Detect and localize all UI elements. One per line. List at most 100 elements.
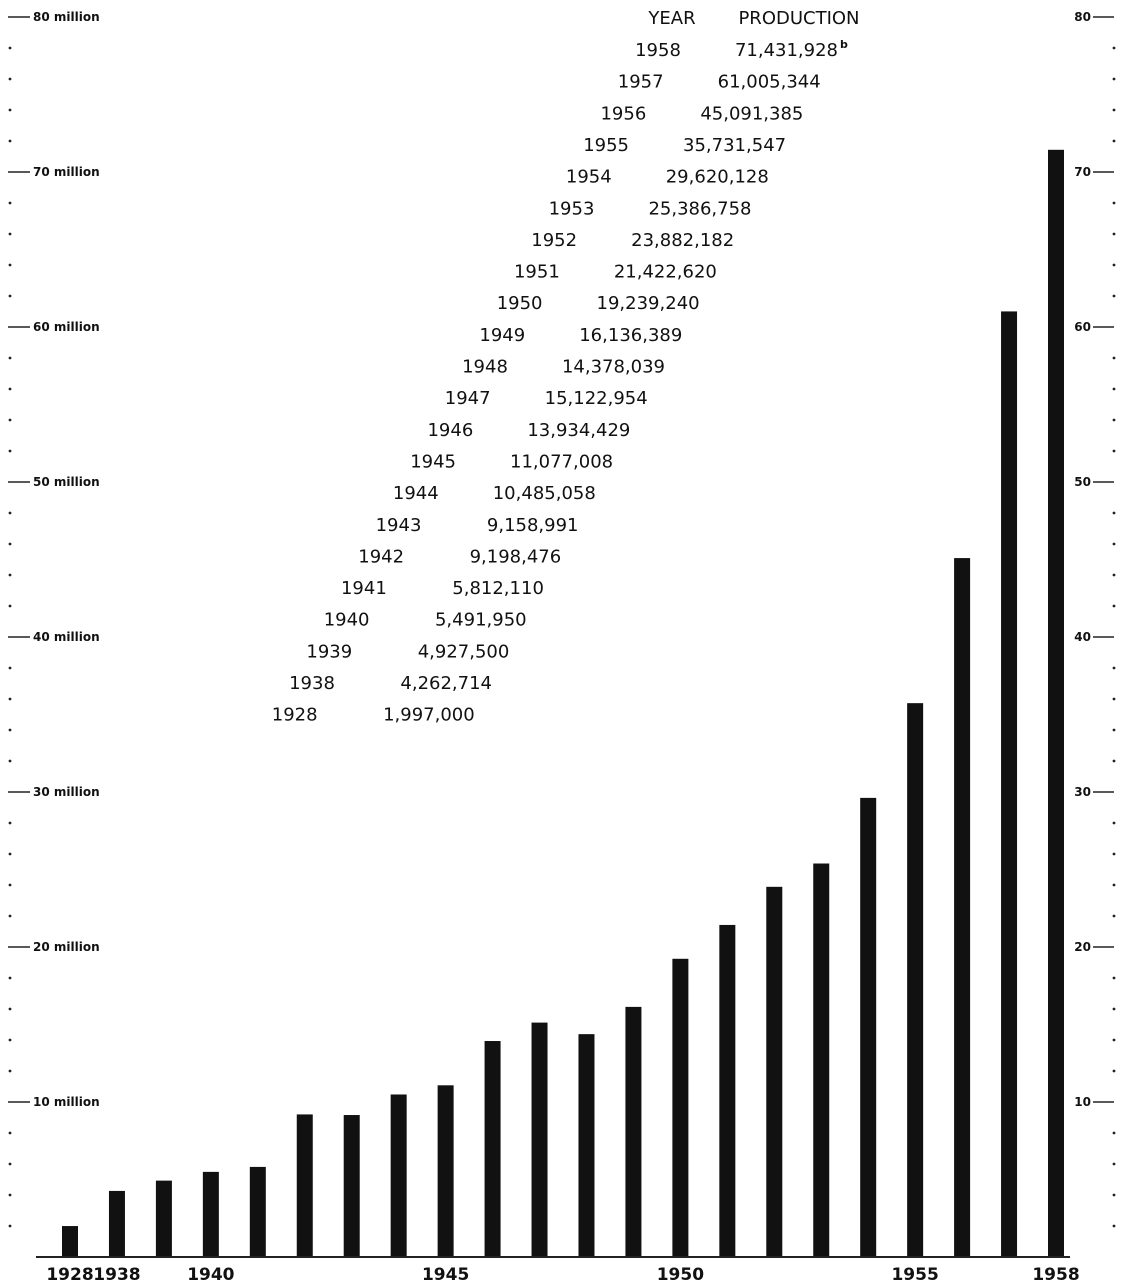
table-year-1948: 1948 <box>462 357 508 378</box>
left-axis-label-50: 50 million <box>33 475 100 489</box>
right-axis-dot <box>1112 573 1116 577</box>
left-axis-dot <box>8 387 12 391</box>
table-production-1948: 14,378,039 <box>562 357 665 378</box>
left-axis-dot <box>8 263 12 267</box>
left-axis-dot <box>8 356 12 360</box>
right-axis-dot <box>1112 914 1116 918</box>
x-axis-tick-labels: 1928 1938 1940 1945 1950 1955 1958 <box>46 1265 1079 1284</box>
table-production-1947: 15,122,954 <box>545 388 648 409</box>
bar-1938 <box>108 1190 125 1257</box>
right-axis-label-40: 40 <box>1074 630 1091 644</box>
table-production-1958: 71,431,928 <box>735 40 838 61</box>
left-axis-dot <box>8 139 12 143</box>
left-axis-dot <box>8 201 12 205</box>
table-year-1949: 1949 <box>479 325 525 346</box>
left-axis-dot <box>8 1131 12 1135</box>
right-axis-dot <box>1112 883 1116 887</box>
bar-1944 <box>390 1094 407 1257</box>
left-axis-dot <box>8 697 12 701</box>
table-year-1953: 1953 <box>549 198 595 219</box>
bar-1948 <box>578 1034 595 1257</box>
table-year-1951: 1951 <box>514 262 560 283</box>
x-tick-label-1938: 1938 <box>93 1265 140 1284</box>
table-year-1954: 1954 <box>566 167 612 188</box>
x-tick-label-1945: 1945 <box>422 1265 469 1284</box>
bars <box>62 149 1064 1257</box>
table-year-1952: 1952 <box>531 230 577 251</box>
table-year-1944: 1944 <box>393 483 439 504</box>
bar-1957 <box>1001 311 1018 1257</box>
left-axis-dot <box>8 852 12 856</box>
bar-1950 <box>672 958 689 1257</box>
right-axis-dot <box>1112 232 1116 236</box>
right-axis-dot <box>1112 201 1116 205</box>
bar-1940 <box>202 1171 219 1257</box>
left-axis-dot <box>8 232 12 236</box>
bar-1942 <box>296 1114 313 1257</box>
table-year-1946: 1946 <box>427 420 473 441</box>
table-footnote-marker: b <box>840 38 848 51</box>
right-axis-dot <box>1112 976 1116 980</box>
right-axis: 10 20 30 40 50 60 70 80 <box>1074 10 1116 1228</box>
table-header-year: YEAR <box>647 8 695 29</box>
left-axis-label-30: 30 million <box>33 785 100 799</box>
table-year-1939: 1939 <box>306 641 352 662</box>
right-axis-dot <box>1112 697 1116 701</box>
right-axis-dot <box>1112 728 1116 732</box>
right-axis-dot <box>1112 387 1116 391</box>
table-production-1938: 4,262,714 <box>400 673 492 694</box>
table-production-1942: 9,198,476 <box>470 546 562 567</box>
right-axis-label-80: 80 <box>1074 10 1091 24</box>
left-axis-dot <box>8 573 12 577</box>
left-axis-label-60: 60 million <box>33 320 100 334</box>
right-axis-dot <box>1112 108 1116 112</box>
right-axis-dot <box>1112 77 1116 81</box>
left-axis-dot <box>8 1224 12 1228</box>
table-production-1928: 1,997,000 <box>383 705 475 726</box>
table-production-1939: 4,927,500 <box>418 641 510 662</box>
left-axis: 10 million 20 million 30 million 40 million… <box>8 10 100 1228</box>
bar-1953 <box>813 863 830 1257</box>
left-axis-label-20: 20 million <box>33 940 100 954</box>
table-production-1951: 21,422,620 <box>614 262 717 283</box>
left-axis-dot <box>8 1193 12 1197</box>
table-production-1949: 16,136,389 <box>579 325 682 346</box>
bar-1946 <box>484 1041 501 1257</box>
right-axis-dot <box>1112 1193 1116 1197</box>
left-axis-dot <box>8 1007 12 1011</box>
left-axis-dot <box>8 976 12 980</box>
right-axis-label-60: 60 <box>1074 320 1091 334</box>
left-axis-dot <box>8 759 12 763</box>
bar-1949 <box>625 1006 642 1257</box>
right-axis-label-70: 70 <box>1074 165 1091 179</box>
bar-1945 <box>437 1085 454 1257</box>
right-axis-dot <box>1112 1162 1116 1166</box>
table-production-1953: 25,386,758 <box>648 198 751 219</box>
table-year-1955: 1955 <box>583 135 629 156</box>
left-axis-dot <box>8 449 12 453</box>
left-axis-dot <box>8 1162 12 1166</box>
left-axis-dot <box>8 511 12 515</box>
right-axis-dot <box>1112 666 1116 670</box>
right-axis-dot <box>1112 1131 1116 1135</box>
table-year-1958: 1958 <box>635 40 681 61</box>
left-axis-dot <box>8 1069 12 1073</box>
bar-1951 <box>719 924 736 1257</box>
right-axis-dot <box>1112 1069 1116 1073</box>
right-axis-dot <box>1112 759 1116 763</box>
left-axis-dot <box>8 666 12 670</box>
right-axis-dot <box>1112 821 1116 825</box>
x-tick-label-1928: 1928 <box>46 1265 93 1284</box>
left-axis-dot <box>8 108 12 112</box>
right-axis-dot <box>1112 139 1116 143</box>
table-year-1941: 1941 <box>341 578 387 599</box>
bar-1943 <box>343 1115 360 1257</box>
production-table: YEAR PRODUCTION 1958 71,431,928 b 1957 61,00… <box>272 8 860 726</box>
x-tick-label-1955: 1955 <box>891 1265 938 1284</box>
right-axis-dot <box>1112 46 1116 50</box>
right-axis-dot <box>1112 263 1116 267</box>
right-axis-label-50: 50 <box>1074 475 1091 489</box>
left-axis-dot <box>8 604 12 608</box>
table-production-1957: 61,005,344 <box>718 72 821 93</box>
bar-1928 <box>62 1226 78 1257</box>
